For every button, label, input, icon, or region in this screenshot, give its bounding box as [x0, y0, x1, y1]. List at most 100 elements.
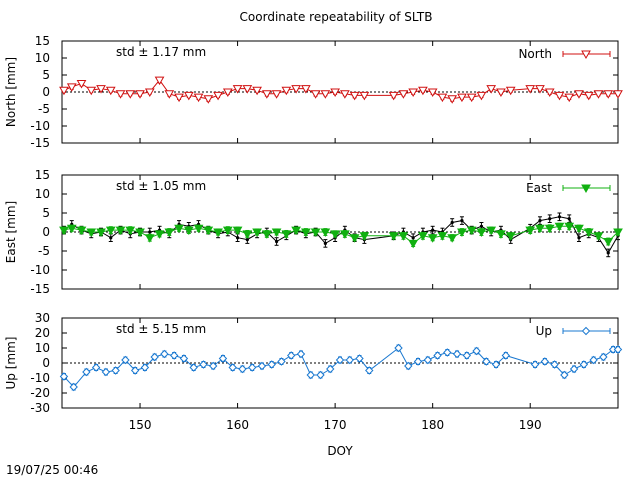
north-ytick-label: 10 — [35, 51, 50, 65]
up-data-point — [413, 357, 423, 366]
north-data-point — [291, 85, 301, 94]
north-data-point — [603, 90, 614, 99]
east-reference-point — [557, 215, 562, 219]
east-data-point — [66, 224, 77, 234]
up-data-point — [228, 363, 237, 372]
north-ytick-label: -10 — [30, 119, 50, 133]
north-y-axis-label: North [mm] — [4, 57, 18, 127]
up-ytick-label: 30 — [35, 311, 50, 325]
east-data-point — [154, 230, 165, 239]
north-data-point — [232, 85, 243, 94]
east-data-point — [437, 232, 448, 241]
up-data-point — [160, 349, 169, 359]
north-data-point — [593, 90, 604, 99]
east-data-point — [76, 226, 87, 236]
east-data-point — [261, 230, 272, 239]
east-data-point — [222, 226, 233, 236]
north-data-point — [252, 86, 262, 96]
east-y-axis-label: East [mm] — [4, 201, 18, 263]
north-data-point — [281, 86, 292, 96]
x-tick-label: 180 — [421, 418, 444, 432]
east-reference-point — [567, 217, 571, 221]
up-data-point — [91, 363, 101, 372]
up-data-point — [560, 370, 569, 380]
east-legend-marker — [581, 184, 591, 194]
up-data-point — [316, 370, 325, 380]
north-data-point — [144, 88, 155, 98]
east-panel: 15 10 5 0 -5 -10 -15 East [mm] std ± 1.05 mm East — [4, 168, 623, 296]
up-data-point — [169, 351, 179, 360]
up-data-point — [569, 364, 579, 374]
north-data-point — [535, 85, 545, 94]
north-data-point — [261, 90, 272, 99]
up-data-point — [462, 351, 472, 360]
north-data-point — [203, 95, 214, 104]
north-data-point — [193, 93, 204, 103]
up-data-point — [179, 354, 189, 363]
up-data-point — [296, 349, 306, 359]
up-data-point — [218, 354, 228, 363]
east-ytick-label: 10 — [35, 187, 50, 201]
up-data-point — [111, 366, 120, 375]
east-data-point — [135, 228, 145, 238]
north-panel: 15 10 5 0 -5 -10 -15 North [mm] std ± 1.17 mm Nor… — [4, 34, 623, 150]
up-data-point — [287, 351, 296, 360]
north-ytick-label: -15 — [30, 136, 50, 150]
up-std-label: std ± 5.15 mm — [116, 322, 206, 336]
north-data-point — [466, 93, 477, 103]
north-data-point — [105, 86, 116, 96]
east-data-point — [281, 230, 292, 239]
east-data-point — [466, 226, 477, 236]
east-ytick-label: -5 — [38, 244, 50, 258]
east-data-point — [193, 224, 204, 234]
east-reference-point — [606, 251, 610, 255]
up-data-point — [540, 357, 550, 366]
east-reference-point — [274, 239, 279, 244]
up-data-point — [394, 343, 403, 353]
up-ytick-label: 20 — [35, 326, 50, 340]
north-ytick-label: -5 — [38, 102, 50, 116]
chart-title: Coordinate repeatability of SLTB — [240, 10, 433, 24]
up-data-point — [550, 360, 559, 369]
east-data-point — [330, 230, 340, 239]
up-data-point — [365, 366, 374, 375]
east-data-point — [418, 232, 428, 241]
x-axis-label: DOY — [327, 444, 353, 458]
east-data-point — [174, 224, 184, 234]
east-data-point — [213, 228, 223, 238]
up-ytick-label: -10 — [30, 371, 50, 385]
east-reference-point — [235, 236, 240, 240]
x-tick-label: 160 — [226, 418, 249, 432]
up-data-point — [589, 355, 598, 365]
east-reference-point — [460, 219, 464, 223]
up-data-point — [433, 351, 442, 360]
timestamp: 19/07/25 00:46 — [6, 463, 98, 477]
east-reference-point — [548, 217, 552, 221]
up-data-point — [199, 360, 208, 369]
east-ytick-label: 0 — [42, 225, 50, 239]
north-data-point — [457, 93, 467, 103]
north-data-point — [242, 85, 253, 94]
north-data-point — [300, 85, 311, 94]
east-data-point — [603, 238, 614, 247]
up-data-point — [69, 382, 78, 392]
east-reference-point — [538, 219, 542, 223]
east-std-label: std ± 1.05 mm — [116, 179, 206, 193]
north-data-point — [554, 91, 565, 101]
north-data-point — [86, 86, 97, 96]
east-data-point — [359, 232, 370, 241]
north-data-point — [359, 91, 370, 101]
north-data-point — [135, 90, 145, 99]
east-data-point — [408, 239, 419, 249]
east-ytick-label: 5 — [42, 206, 50, 220]
north-data-point — [418, 86, 428, 96]
north-ytick-label: 0 — [42, 85, 50, 99]
north-data-point — [76, 80, 87, 89]
east-data-point — [203, 226, 214, 236]
up-legend-marker — [581, 326, 591, 336]
east-data-point — [476, 228, 487, 238]
north-data-point — [388, 91, 399, 101]
east-data-point — [525, 226, 536, 236]
